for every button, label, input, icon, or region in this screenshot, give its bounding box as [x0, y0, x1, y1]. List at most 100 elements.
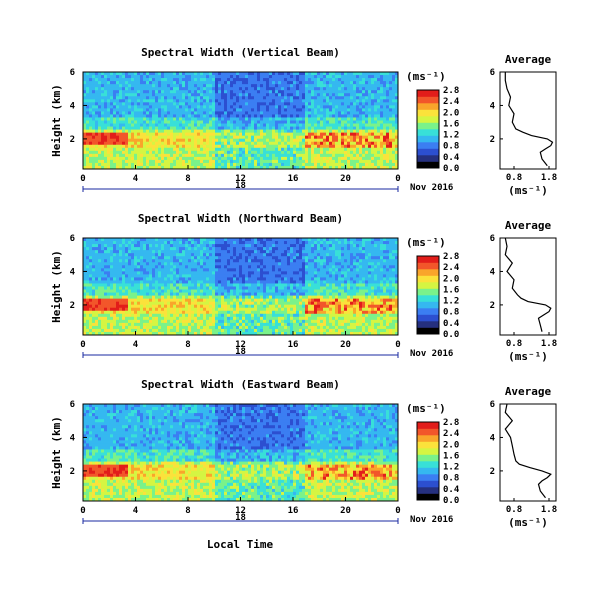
- heatmap-cell: [278, 129, 282, 134]
- colorbar-tick-label: 0.8: [443, 142, 459, 152]
- heatmap-cell: [182, 256, 186, 260]
- heatmap-cell: [227, 147, 231, 152]
- heatmap-cell: [167, 238, 171, 242]
- heatmap-cell: [311, 96, 315, 100]
- heatmap-cell: [272, 72, 276, 76]
- heatmap-cell: [161, 99, 165, 103]
- heatmap-cell: [92, 259, 96, 263]
- heatmap-cell: [323, 141, 327, 146]
- heatmap-cell: [140, 78, 144, 82]
- heatmap-cell: [161, 105, 165, 109]
- heatmap-cell: [104, 135, 108, 140]
- heatmap-cell: [152, 105, 156, 109]
- heatmap-cell: [320, 87, 324, 91]
- heatmap-cell: [128, 138, 132, 143]
- heatmap-cell: [215, 289, 219, 293]
- heatmap-cell: [182, 90, 186, 94]
- heatmap-cell: [89, 78, 93, 82]
- heatmap-cell: [227, 265, 231, 269]
- heatmap-cell: [209, 331, 213, 336]
- heatmap: [83, 72, 399, 170]
- heatmap-cell: [104, 114, 108, 118]
- heatmap-cell: [332, 141, 336, 146]
- heatmap-cell: [173, 247, 177, 251]
- heatmap-cell: [194, 325, 198, 330]
- heatmap-cell: [176, 147, 180, 152]
- heatmap-cell: [221, 141, 225, 146]
- heatmap-cell: [101, 271, 105, 275]
- heatmap-cell: [353, 147, 357, 152]
- heatmap-cell: [365, 162, 369, 167]
- heatmap-cell: [173, 292, 177, 296]
- heatmap-cell: [131, 84, 135, 88]
- heatmap-cell: [242, 111, 246, 115]
- heatmap-cell: [137, 123, 141, 127]
- heatmap-cell: [278, 99, 282, 103]
- heatmap-cell: [125, 90, 129, 94]
- heatmap-cell: [164, 135, 168, 140]
- heatmap-cell: [191, 123, 195, 127]
- heatmap-cell: [368, 84, 372, 88]
- heatmap-cell: [323, 93, 327, 97]
- heatmap-cell: [332, 102, 336, 106]
- heatmap-cell: [362, 117, 366, 121]
- heatmap-cell: [191, 114, 195, 118]
- heatmap-cell: [341, 114, 345, 118]
- heatmap-cell: [104, 286, 108, 290]
- heatmap-cell: [323, 96, 327, 100]
- heatmap-cell: [293, 153, 297, 158]
- heatmap-cell: [113, 111, 117, 115]
- heatmap-cell: [122, 102, 126, 106]
- heatmap-cell: [353, 99, 357, 103]
- heatmap-cell: [155, 126, 159, 130]
- heatmap-cell: [95, 138, 99, 143]
- heatmap-cell: [224, 301, 228, 306]
- heatmap-cell: [353, 141, 357, 146]
- heatmap-cell: [173, 126, 177, 130]
- heatmap-cell: [113, 147, 117, 152]
- heatmap-cell: [332, 99, 336, 103]
- heatmap-cell: [119, 301, 123, 306]
- heatmap-cell: [200, 120, 204, 124]
- heatmap-cell: [308, 129, 312, 134]
- heatmap-cell: [146, 265, 150, 269]
- heatmap-cell: [173, 129, 177, 134]
- heatmap-cell: [335, 123, 339, 127]
- heatmap-cell: [224, 147, 228, 152]
- heatmap-cell: [266, 111, 270, 115]
- heatmap-cell: [122, 123, 126, 127]
- heatmap-cell: [173, 238, 177, 242]
- heatmap-cell: [95, 301, 99, 306]
- heatmap-cell: [86, 153, 90, 158]
- heatmap-cell: [197, 117, 201, 121]
- heatmap-cell: [134, 117, 138, 121]
- heatmap-cell: [119, 307, 123, 312]
- heatmap-cell: [167, 144, 171, 149]
- heatmap-cell: [227, 111, 231, 115]
- heatmap-cell: [386, 81, 390, 85]
- heatmap-cell: [173, 114, 177, 118]
- heatmap-cell: [266, 120, 270, 124]
- heatmap-cell: [92, 159, 96, 164]
- heatmap-cell: [140, 111, 144, 115]
- heatmap-cell: [254, 108, 258, 112]
- heatmap-cell: [350, 120, 354, 124]
- heatmap-cell: [209, 241, 213, 245]
- heatmap-cell: [350, 75, 354, 79]
- heatmap-cell: [95, 153, 99, 158]
- heatmap-cell: [197, 150, 201, 155]
- heatmap-cell: [140, 159, 144, 164]
- heatmap-cell: [194, 265, 198, 269]
- heatmap-cell: [386, 138, 390, 143]
- heatmap-cell: [158, 259, 162, 263]
- heatmap-cell: [155, 274, 159, 278]
- heatmap-cell: [167, 325, 171, 330]
- heatmap-cell: [176, 144, 180, 149]
- heatmap-cell: [377, 72, 381, 76]
- heatmap-cell: [110, 325, 114, 330]
- heatmap-cell: [371, 117, 375, 121]
- heatmap-cell: [311, 87, 315, 91]
- heatmap-cell: [116, 250, 120, 254]
- heatmap-cell: [128, 265, 132, 269]
- heatmap-cell: [95, 144, 99, 149]
